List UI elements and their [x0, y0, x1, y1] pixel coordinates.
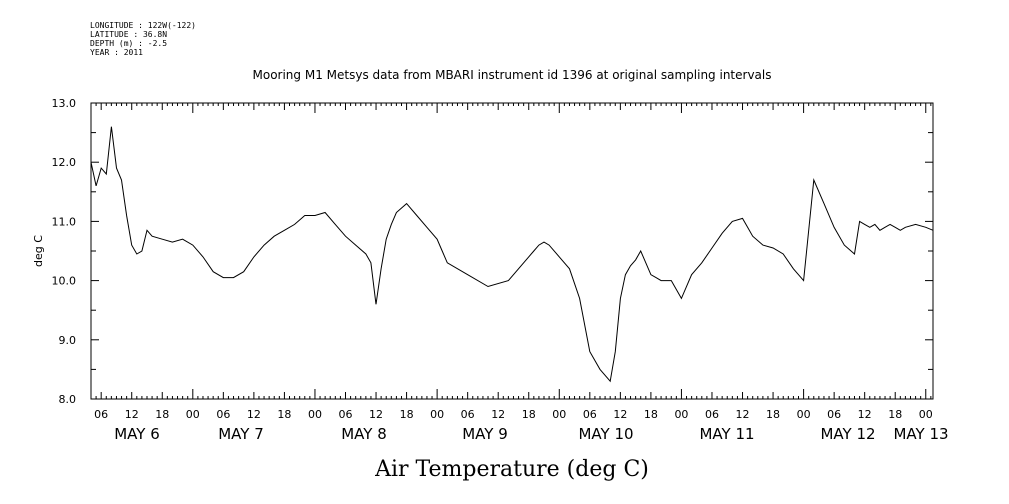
hour-tick-label: 06 [94, 408, 108, 421]
y-tick-label: 9.0 [59, 334, 77, 347]
y-tick-label: 12.0 [52, 156, 77, 169]
y-tick-label: 13.0 [52, 97, 77, 110]
hour-tick-label: 18 [277, 408, 291, 421]
hour-tick-label: 00 [308, 408, 322, 421]
day-label: MAY 9 [462, 425, 508, 443]
day-label: MAY 6 [114, 425, 160, 443]
hour-tick-label: 06 [827, 408, 841, 421]
hour-tick-label: 00 [552, 408, 566, 421]
hour-tick-label: 18 [522, 408, 536, 421]
hour-tick-label: 12 [736, 408, 750, 421]
depth-text: DEPTH (m) : -2.5 [90, 39, 168, 48]
station-metadata: LONGITUDE : 122W(-122) LATITUDE : 36.8N … [90, 21, 196, 57]
hour-tick-label: 12 [491, 408, 505, 421]
hour-tick-labels: 06 12 18 00 06 12 18 00 06 12 18 00 06 12 18 00 06 12 18 00… [94, 408, 933, 421]
day-label: MAY 10 [578, 425, 633, 443]
day-label: MAY 7 [218, 425, 264, 443]
y-tick-label: 11.0 [52, 215, 77, 228]
hour-tick-label: 12 [858, 408, 872, 421]
hour-tick-label: 00 [919, 408, 933, 421]
longitude-text: LONGITUDE : 122W(-122) [90, 21, 196, 30]
x-axis-label: Air Temperature (deg C) [374, 457, 649, 482]
day-label: MAY 11 [699, 425, 754, 443]
air-temperature-series-line [90, 126, 934, 383]
hour-tick-label: 18 [766, 408, 780, 421]
hour-tick-label: 12 [613, 408, 627, 421]
hour-tick-label: 06 [705, 408, 719, 421]
hour-tick-label: 18 [644, 408, 658, 421]
latitude-text: LATITUDE : 36.8N [90, 30, 168, 39]
axis-ticks [90, 102, 933, 400]
day-label: MAY 13 [893, 425, 948, 443]
hour-tick-label: 00 [797, 408, 811, 421]
hour-tick-label: 12 [125, 408, 139, 421]
hour-tick-label: 06 [461, 408, 475, 421]
chart-title: Mooring M1 Metsys data from MBARI instru… [252, 68, 772, 82]
hour-tick-label: 06 [216, 408, 230, 421]
hour-tick-label: 06 [583, 408, 597, 421]
hour-tick-label: 18 [155, 408, 169, 421]
day-labels: MAY 6 MAY 7 MAY 8 MAY 9 MAY 10 MAY 11 MAY 12 MA… [114, 425, 948, 443]
hour-tick-label: 18 [400, 408, 414, 421]
hour-tick-label: 00 [674, 408, 688, 421]
y-axis-label: deg C [32, 235, 45, 267]
day-label: MAY 12 [820, 425, 875, 443]
hour-tick-label: 06 [339, 408, 353, 421]
hour-tick-label: 12 [369, 408, 383, 421]
y-tick-labels: 8.0 9.0 10.0 11.0 12.0 13.0 [52, 97, 77, 406]
y-tick-label: 8.0 [59, 393, 77, 406]
hour-tick-label: 00 [186, 408, 200, 421]
y-tick-label: 10.0 [52, 275, 77, 288]
day-label: MAY 8 [341, 425, 387, 443]
hour-tick-label: 18 [888, 408, 902, 421]
hour-tick-label: 00 [430, 408, 444, 421]
hour-tick-label: 12 [247, 408, 261, 421]
year-text: YEAR : 2011 [90, 48, 143, 57]
